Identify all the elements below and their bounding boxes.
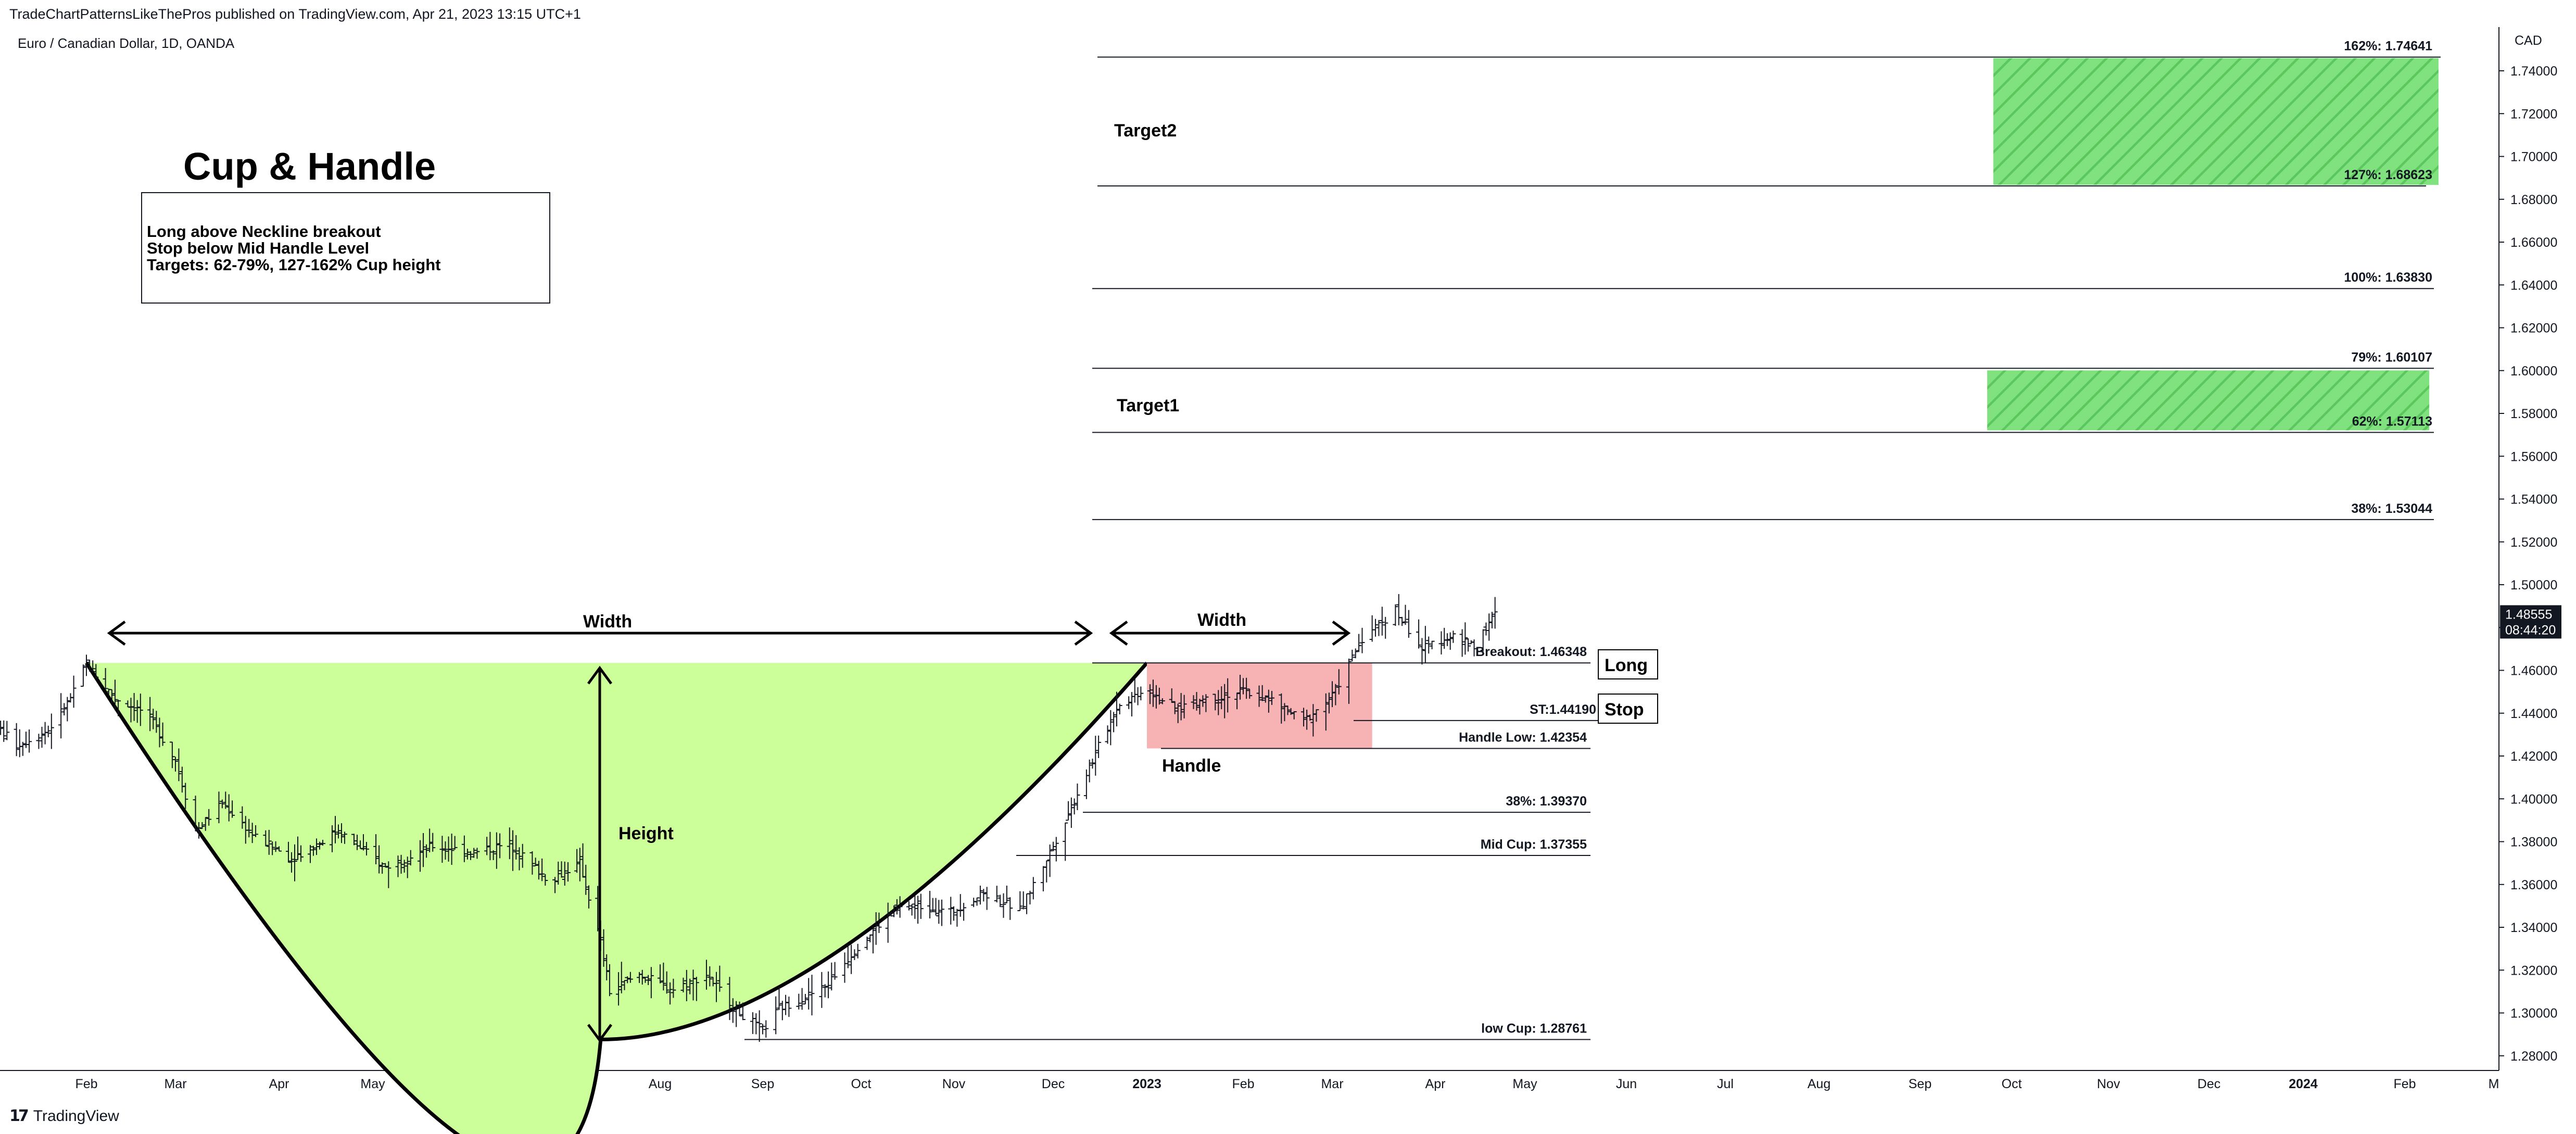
countdown-value: 08:44:20 <box>2505 623 2556 637</box>
long-box <box>1598 649 1658 679</box>
price-tick-label: 1.66000 <box>2510 235 2557 250</box>
price-tick-label: 1.58000 <box>2510 407 2557 421</box>
price-tick-label: 1.38000 <box>2510 835 2557 850</box>
time-tick-label: Mar <box>164 1077 186 1091</box>
price-axis-ticks: 1.74000 1.72000 1.70000 1.68000 1.66000 1.640… <box>2499 64 2557 1064</box>
time-tick-label: Dec <box>1042 1077 1065 1091</box>
note-line-2: Stop below Mid Handle Level <box>147 239 369 257</box>
cup-area <box>86 663 1147 1134</box>
level-label-mid_cup: Mid Cup: 1.37355 <box>1481 837 1587 852</box>
price-tick-label: 1.40000 <box>2510 792 2557 807</box>
price-tick-label: 1.72000 <box>2510 107 2557 121</box>
time-tick-label: Aug <box>649 1077 672 1091</box>
time-tick-label: Aug <box>1808 1077 1830 1091</box>
currency-label: CAD <box>2515 33 2542 48</box>
level-label-low_cup: low Cup: 1.28761 <box>1481 1021 1587 1036</box>
time-tick-label: Sep <box>751 1077 774 1091</box>
price-tick-label: 1.28000 <box>2510 1049 2557 1064</box>
price-tick-label: 1.52000 <box>2510 535 2557 550</box>
time-tick-label: Nov <box>942 1077 966 1091</box>
note-line-3: Targets: 62-79%, 127-162% Cup height <box>147 256 441 274</box>
time-tick-label: 2023 <box>1132 1077 1161 1091</box>
symbol-label: Euro / Canadian Dollar, 1D, OANDA <box>18 35 235 51</box>
price-tick-label: 1.30000 <box>2510 1006 2557 1021</box>
published-header: TradeChartPatternsLikeThePros published … <box>9 6 581 22</box>
price-tick-label: 1.44000 <box>2510 707 2557 721</box>
price-tick-label: 1.62000 <box>2510 321 2557 336</box>
time-tick-label: Mar <box>1321 1077 1343 1091</box>
tradingview-logo-icon: 17 <box>9 1107 29 1125</box>
handle-width-arrow <box>1109 620 1351 646</box>
last-price-value: 1.48555 <box>2505 607 2552 622</box>
notes-box <box>141 192 550 304</box>
time-tick-label: Feb <box>1232 1077 1254 1091</box>
note-line-1: Long above Neckline breakout <box>147 222 381 241</box>
last-price-badge <box>2500 605 2561 639</box>
level-label-fib_162: 162%: 1.74641 <box>2344 39 2432 54</box>
level-lines: 162%: 1.74641 127%: 1.68623 100%: 1.63830 7… <box>744 39 2441 1040</box>
time-tick-label: Apr <box>269 1077 289 1091</box>
time-tick-label: Feb <box>2393 1077 2416 1091</box>
target1-label: Target1 <box>1117 396 1179 415</box>
time-tick-label: Apr <box>1425 1077 1446 1091</box>
level-label-fib_79: 79%: 1.60107 <box>2351 350 2432 364</box>
price-tick-label: 1.36000 <box>2510 878 2557 892</box>
time-tick-label: Feb <box>75 1077 97 1091</box>
level-label-fib_62: 62%: 1.57113 <box>2352 414 2432 429</box>
price-tick-label: 1.70000 <box>2510 150 2557 165</box>
tradingview-brand: TradingView <box>33 1107 119 1125</box>
time-tick-label: Oct <box>851 1077 872 1091</box>
stop-box <box>1598 694 1658 724</box>
level-label-stop: ST:1.44190 <box>1530 702 1596 717</box>
long-label: Long <box>1605 656 1648 675</box>
price-tick-label: 1.54000 <box>2510 493 2557 507</box>
price-tick-label: 1.56000 <box>2510 449 2557 464</box>
cup-height-arrow <box>587 665 613 1043</box>
cup-width-arrow <box>107 620 1093 646</box>
level-label-fib_100: 100%: 1.63830 <box>2344 270 2432 285</box>
target2-label: Target2 <box>1114 121 1177 141</box>
level-label-breakout: Breakout: 1.46348 <box>1475 645 1587 659</box>
target1-zone <box>1987 370 2430 431</box>
tradingview-logo[interactable]: 17 TradingView <box>9 1107 119 1125</box>
handle-label: Handle <box>1162 756 1221 776</box>
time-tick-label: Nov <box>2097 1077 2120 1091</box>
level-label-fib_38_up: 38%: 1.53044 <box>2351 501 2432 516</box>
stop-label: Stop <box>1605 700 1644 720</box>
price-tick-label: 1.50000 <box>2510 578 2557 593</box>
price-tick-label: 1.32000 <box>2510 963 2557 978</box>
price-tick-label: 1.74000 <box>2510 64 2557 79</box>
price-tick-label: 1.34000 <box>2510 921 2557 935</box>
cup-curve <box>85 661 1148 1134</box>
price-tick-label: 1.46000 <box>2510 664 2557 678</box>
price-bars <box>0 594 1498 1042</box>
time-tick-label: Jun <box>1616 1077 1637 1091</box>
price-tick-label: 1.60000 <box>2510 364 2557 379</box>
tradingview-link[interactable]: 17 TradingView <box>9 1107 119 1125</box>
time-tick-label: 2024 <box>2289 1077 2318 1091</box>
pattern-title: Cup & Handle <box>183 145 436 188</box>
handle-width-label: Width <box>1197 610 1246 630</box>
cup-height-label: Height <box>618 824 674 843</box>
time-tick-label: Sep <box>1909 1077 1931 1091</box>
time-tick-label: M <box>2489 1077 2499 1091</box>
time-tick-label: May <box>1512 1077 1537 1091</box>
price-tick-label: 1.64000 <box>2510 278 2557 293</box>
time-tick-label: Dec <box>2198 1077 2220 1091</box>
price-tick-label: 1.42000 <box>2510 749 2557 764</box>
time-tick-label: Jul <box>1717 1077 1734 1091</box>
price-tick-label: 1.68000 <box>2510 193 2557 207</box>
time-tick-label: May <box>360 1077 385 1091</box>
level-label-fib_38_low: 38%: 1.39370 <box>1506 794 1587 809</box>
cup-width-label: Width <box>583 612 632 632</box>
target2-zone <box>1993 58 2439 185</box>
level-label-handle_low: Handle Low: 1.42354 <box>1459 730 1587 745</box>
time-tick-label: Oct <box>2002 1077 2022 1091</box>
level-label-fib_127: 127%: 1.68623 <box>2344 168 2432 182</box>
